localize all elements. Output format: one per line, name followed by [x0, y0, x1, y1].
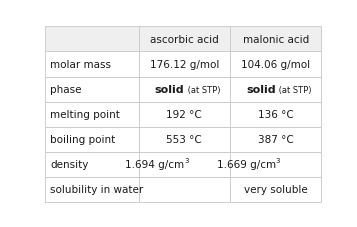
Text: melting point: melting point — [50, 110, 120, 120]
Text: 1.694 g/cm: 1.694 g/cm — [125, 160, 184, 170]
Text: (at STP): (at STP) — [185, 85, 221, 94]
Bar — [230, 102, 321, 127]
Text: 553 °C: 553 °C — [166, 135, 202, 145]
Bar — [45, 77, 139, 102]
Text: ascorbic acid: ascorbic acid — [150, 35, 219, 45]
Text: 387 °C: 387 °C — [258, 135, 293, 145]
Text: 1.669 g/cm: 1.669 g/cm — [217, 160, 276, 170]
Bar — [139, 177, 230, 202]
Text: 192 °C: 192 °C — [166, 110, 202, 120]
Bar — [230, 52, 321, 77]
Text: solid: solid — [155, 85, 184, 95]
Text: solid: solid — [246, 85, 276, 95]
Bar — [139, 102, 230, 127]
Bar — [45, 127, 139, 152]
Bar — [45, 27, 139, 52]
Text: (at STP): (at STP) — [276, 85, 312, 94]
Bar — [230, 177, 321, 202]
Bar — [45, 177, 139, 202]
Text: 3: 3 — [276, 157, 280, 163]
Text: 3: 3 — [184, 157, 189, 163]
Text: boiling point: boiling point — [50, 135, 116, 145]
Bar — [45, 102, 139, 127]
Bar — [45, 52, 139, 77]
Text: 176.12 g/mol: 176.12 g/mol — [150, 60, 219, 70]
Bar — [139, 27, 230, 52]
Bar — [139, 152, 230, 177]
Text: 104.06 g/mol: 104.06 g/mol — [241, 60, 310, 70]
Text: phase: phase — [50, 85, 82, 95]
Text: 136 °C: 136 °C — [258, 110, 293, 120]
Text: molar mass: molar mass — [50, 60, 111, 70]
Bar — [230, 77, 321, 102]
Bar — [139, 52, 230, 77]
Bar — [139, 127, 230, 152]
Text: density: density — [50, 160, 89, 170]
Text: malonic acid: malonic acid — [242, 35, 309, 45]
Text: very soluble: very soluble — [244, 185, 307, 195]
Text: solubility in water: solubility in water — [50, 185, 144, 195]
Bar — [45, 152, 139, 177]
Bar — [230, 27, 321, 52]
Bar — [230, 152, 321, 177]
Bar — [230, 127, 321, 152]
Bar — [139, 77, 230, 102]
